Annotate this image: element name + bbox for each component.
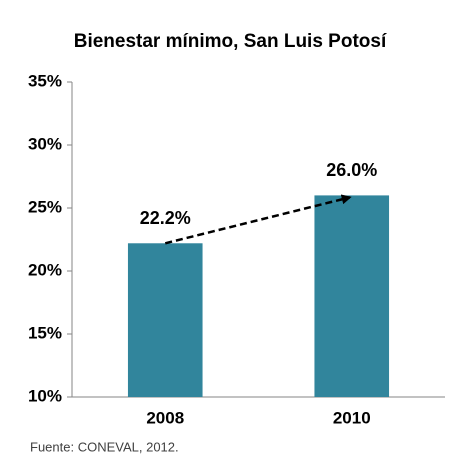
chart-title: Bienestar mínimo, San Luis Potosí: [74, 31, 387, 52]
bar: [127, 243, 203, 397]
y-tick-label: 20%: [28, 260, 62, 279]
y-tick-label: 25%: [28, 197, 62, 216]
y-tick-label: 30%: [28, 134, 62, 153]
bar: [314, 195, 390, 397]
y-tick-label: 35%: [28, 71, 62, 90]
y-tick-label: 10%: [28, 386, 62, 405]
x-tick-label: 2010: [333, 408, 371, 427]
value-label: 26.0%: [326, 160, 377, 180]
y-tick-label: 15%: [28, 323, 62, 342]
value-label: 22.2%: [140, 208, 191, 228]
trend-arrow: [164, 194, 352, 245]
x-tick-label: 2008: [146, 408, 184, 427]
source-note: Fuente: CONEVAL, 2012.: [30, 439, 179, 454]
